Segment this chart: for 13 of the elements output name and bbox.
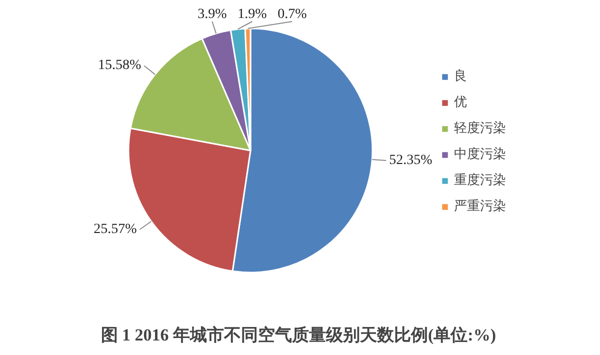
legend-label: 轻度污染	[454, 120, 506, 137]
data-label: 0.7%	[278, 7, 308, 22]
text: 图 1 2016 年城市不同空气质量级别天数比例(单位:%)	[100, 326, 496, 344]
data-label: 3.9%	[198, 7, 228, 22]
data-label: 15.58%	[98, 58, 142, 74]
legend-label: 重度污染	[454, 172, 506, 189]
legend-label: 严重污染	[454, 198, 506, 215]
data-label: 52.35%	[389, 153, 433, 168]
data-label: 25.57%	[94, 222, 138, 238]
legend-label: 中度污染	[454, 146, 506, 163]
data-label: 1.9%	[238, 7, 268, 22]
legend-label: 优	[454, 94, 468, 111]
legend-label: 良	[454, 68, 468, 85]
